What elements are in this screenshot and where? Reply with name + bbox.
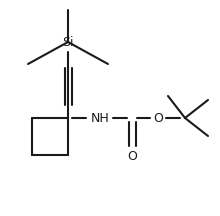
Text: Si: Si [62,35,74,49]
Text: O: O [127,151,137,164]
Text: O: O [153,111,163,124]
Text: NH: NH [91,111,109,124]
